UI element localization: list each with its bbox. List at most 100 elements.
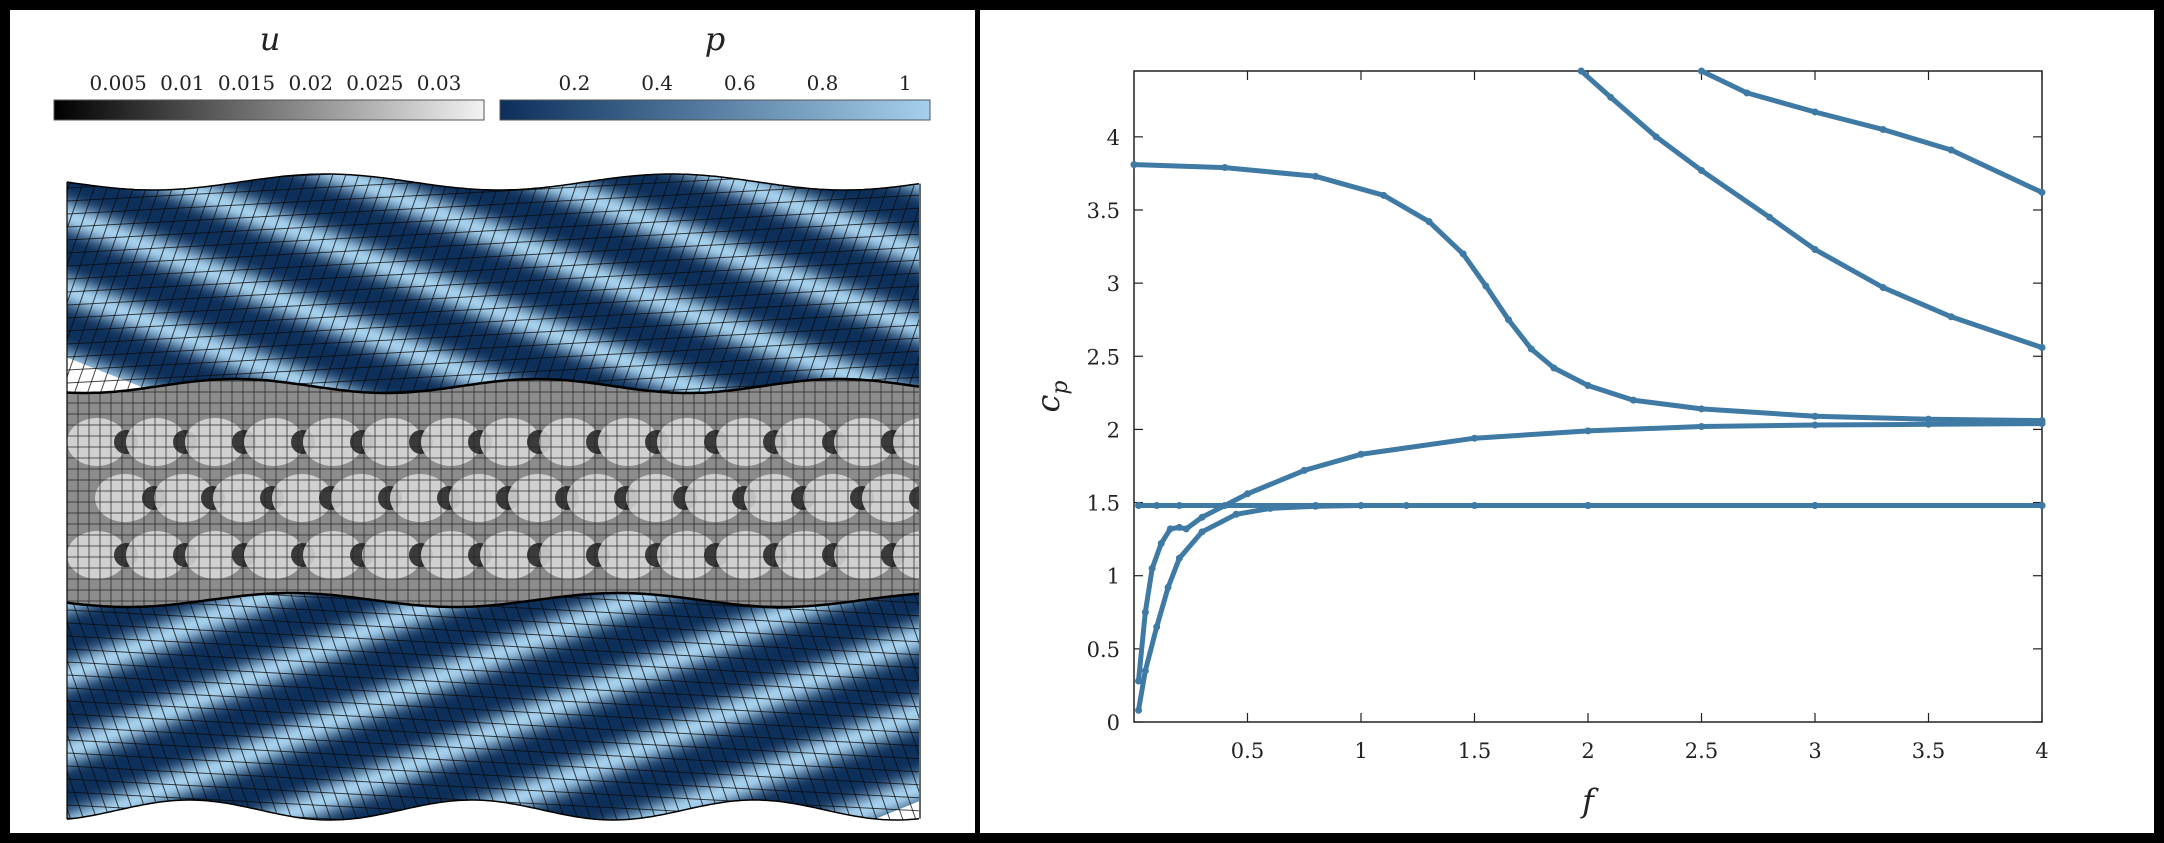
data-point — [1925, 416, 1932, 423]
series-line — [1139, 424, 2043, 681]
x-tick-label: 0.5 — [1231, 739, 1264, 763]
data-point — [1505, 316, 1512, 323]
data-point — [1812, 413, 1819, 420]
data-point — [1482, 283, 1489, 290]
data-point — [1812, 108, 1819, 115]
data-point — [1812, 502, 1819, 509]
data-point — [1199, 514, 1206, 521]
colorbar-tick-label: 0.2 — [559, 71, 591, 95]
data-point — [1585, 382, 1592, 389]
data-point — [1698, 405, 1705, 412]
y-tick-label: 0.5 — [1087, 638, 1120, 662]
data-point — [1142, 667, 1149, 674]
data-point — [1135, 707, 1142, 714]
y-tick-label: 2 — [1107, 418, 1120, 442]
data-point — [1585, 502, 1592, 509]
data-point — [1812, 422, 1819, 429]
data-point — [1880, 284, 1887, 291]
colorbar-p-bar — [500, 100, 930, 120]
data-point — [1528, 345, 1535, 352]
data-point — [1149, 565, 1156, 572]
data-point — [1176, 524, 1183, 531]
data-point — [1630, 397, 1637, 404]
y-tick-label: 3 — [1107, 272, 1120, 296]
series-line — [1139, 506, 2043, 711]
data-point — [1135, 678, 1142, 685]
data-point — [1766, 214, 1773, 221]
y-tick-label: 3.5 — [1087, 199, 1120, 223]
x-tick-label: 2.5 — [1685, 739, 1718, 763]
data-point — [1131, 161, 1138, 168]
data-point — [1176, 555, 1183, 562]
colorbar-tick-label: 0.8 — [807, 71, 839, 95]
colorbar-p-ticks: 0.2 0.4 0.6 0.8 1 — [559, 71, 912, 95]
data-point — [1199, 528, 1206, 535]
data-point — [1460, 250, 1467, 257]
data-point — [2039, 417, 2046, 424]
colorbar-tick-label: 0.015 — [218, 71, 275, 95]
data-point — [1698, 167, 1705, 174]
colorbar-u-symbol: u — [260, 20, 281, 58]
data-point — [1698, 68, 1705, 75]
plot-frame — [1134, 71, 2042, 722]
y-tick-label: 4 — [1107, 126, 1120, 150]
colorbar-u-ticks: 0.005 0.01 0.015 0.02 0.025 0.03 — [90, 71, 462, 95]
data-point — [1880, 126, 1887, 133]
data-point — [1585, 427, 1592, 434]
layer-middle-fluid — [67, 370, 975, 620]
colorbar-tick-label: 1 — [899, 71, 912, 95]
mesh-plot — [10, 10, 975, 833]
data-point — [1471, 435, 1478, 442]
data-point — [1301, 467, 1308, 474]
colorbar-tick-label: 0.03 — [417, 71, 462, 95]
data-point — [1153, 623, 1160, 630]
data-point — [1607, 94, 1614, 101]
data-point — [1653, 133, 1660, 140]
data-point — [1578, 68, 1585, 75]
x-tick-label: 3.5 — [1912, 739, 1945, 763]
data-point — [2039, 189, 2046, 196]
data-point — [1312, 173, 1319, 180]
data-point — [1183, 525, 1190, 532]
x-tick-label: 3 — [1808, 739, 1821, 763]
data-point — [1167, 525, 1174, 532]
y-tick-label: 1 — [1107, 565, 1120, 589]
mesh-figure-panel: u 0.005 0.01 0.015 0.02 0.025 0.03 p 0.2 0.4 0.… — [10, 10, 975, 833]
x-axis-label: f — [1580, 782, 1599, 820]
data-point — [1471, 502, 1478, 509]
colorbar-p: p 0.2 0.4 0.6 0.8 1 — [500, 20, 930, 120]
y-tick-label: 0 — [1107, 711, 1120, 735]
data-point — [1358, 451, 1365, 458]
data-point — [1153, 502, 1160, 509]
dispersion-chart-panel: 0.5 1 1.5 2 2.5 3 3.5 4 0 0.5 1 1.5 2 2.5 3 3.5 4 f cp — [980, 10, 2154, 833]
x-tick-label: 2 — [1581, 739, 1594, 763]
data-point — [1358, 502, 1365, 509]
y-axis-label: cp — [1029, 380, 1073, 412]
data-point — [1176, 502, 1183, 509]
colorbar-tick-label: 0.01 — [160, 71, 205, 95]
data-point — [2039, 502, 2046, 509]
data-point — [1233, 511, 1240, 518]
data-point — [1221, 164, 1228, 171]
x-tick-label: 1.5 — [1458, 739, 1491, 763]
colorbar-tick-label: 0.02 — [288, 71, 333, 95]
data-point — [1380, 192, 1387, 199]
data-point — [1267, 505, 1274, 512]
colorbar-u-bar — [54, 100, 484, 120]
y-tick-label: 1.5 — [1087, 492, 1120, 516]
data-point — [1312, 503, 1319, 510]
series-line — [1702, 71, 2043, 192]
data-point — [1142, 609, 1149, 616]
x-tick-label: 1 — [1354, 739, 1367, 763]
dispersion-chart: 0.5 1 1.5 2 2.5 3 3.5 4 0 0.5 1 1.5 2 2.5 3 3.5 4 f cp — [980, 10, 2154, 833]
colorbar-tick-label: 0.005 — [90, 71, 147, 95]
data-point — [1135, 502, 1142, 509]
data-point — [1165, 584, 1172, 591]
interface-curve — [67, 800, 919, 820]
y-tick-label: 2.5 — [1087, 345, 1120, 369]
x-tick-label: 4 — [2035, 739, 2048, 763]
data-point — [1244, 490, 1251, 497]
data-point — [1948, 313, 1955, 320]
series-group — [1131, 68, 2046, 714]
data-point — [1812, 246, 1819, 253]
